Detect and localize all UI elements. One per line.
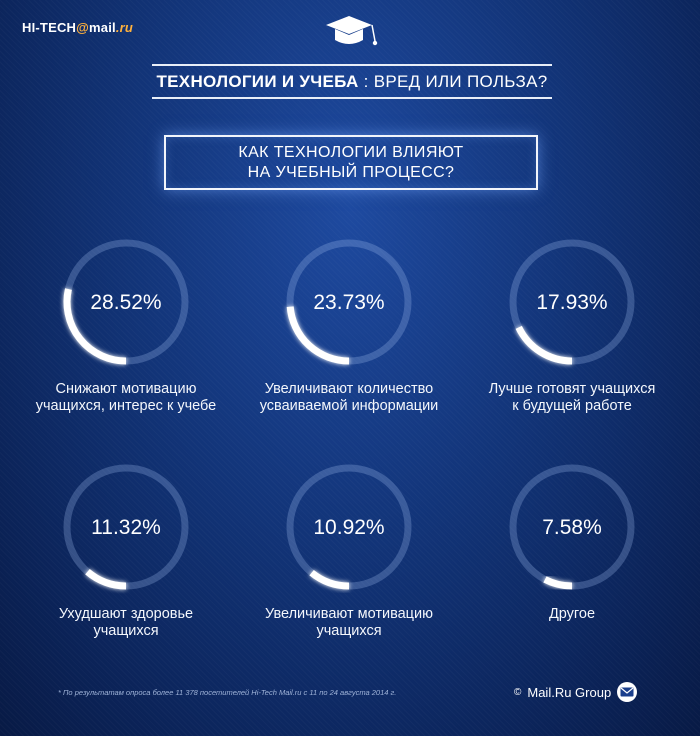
- logo-mail: mail: [89, 20, 116, 35]
- headline-top-rule: [152, 64, 552, 66]
- category-label-line-1: Увеличивают количество: [264, 381, 434, 397]
- page-title: ТЕХНОЛОГИИ И УЧЕБА : ВРЕД ИЛИ ПОЛЬЗА?: [152, 72, 552, 92]
- category-label-line-2: учащихся: [93, 623, 159, 639]
- graduation-cap-icon: [326, 16, 378, 46]
- envelope-icon: [617, 682, 638, 702]
- category-label-line-1: Снижают мотивацию: [55, 381, 197, 397]
- donut-arc: [543, 576, 573, 590]
- donut-arc: [286, 306, 350, 365]
- question-box: КАК ТЕХНОЛОГИИ ВЛИЯЮТ НА УЧЕБНЫЙ ПРОЦЕСС…: [164, 135, 538, 190]
- donut-value-label: 23.73%: [313, 291, 384, 314]
- category-label-line-2: учащихся: [316, 623, 382, 639]
- copyright-symbol: ©: [514, 686, 522, 698]
- donut-arc: [515, 325, 573, 365]
- donut-arc: [63, 288, 127, 365]
- category-label-line-1: Лучше готовят учащихся: [488, 381, 656, 397]
- mailru-group-brand: © Mail.Ru Group: [514, 682, 638, 702]
- brand-name: Mail.Ru Group: [527, 684, 612, 700]
- category-label-line-1: Ухудшают здоровье: [58, 606, 194, 622]
- donut-arc: [309, 569, 350, 590]
- category-label-line-1: Увеличивают мотивацию: [265, 606, 433, 622]
- category-label-line-2: к будущей работе: [512, 398, 632, 414]
- survey-footnote: * По результатам опроса более 11 378 пос…: [58, 688, 397, 697]
- donut-value-label: 7.58%: [542, 516, 602, 539]
- donut-category-label: Лучше готовят учащихся к будущей работе: [462, 381, 682, 415]
- category-label-line-2: усваиваемой информации: [259, 398, 439, 414]
- question-line-2: НА УЧЕБНЫЙ ПРОЦЕСС?: [247, 164, 455, 181]
- logo-at: @: [76, 20, 90, 35]
- donut-category-label: Другое: [462, 606, 682, 623]
- donut-category-label: Увеличивают мотивацию учащихся: [239, 606, 459, 640]
- category-label-line-2: учащихся, интерес к учебе: [35, 398, 217, 414]
- donut-category-label: Ухудшают здоровье учащихся: [16, 606, 236, 640]
- donut-value-label: 10.92%: [313, 516, 384, 539]
- category-label-line-1: Другое: [548, 606, 596, 622]
- donut-value-label: 11.32%: [91, 516, 161, 539]
- logo-prefix: HI-TECH: [22, 20, 77, 35]
- headline-bottom-rule: [152, 97, 552, 99]
- donut-value-label: 28.52%: [90, 291, 161, 314]
- donut-value-label: 17.93%: [536, 291, 607, 314]
- donut-category-label: Увеличивают количество усваиваемой информ…: [239, 381, 459, 415]
- headline-rest: : ВРЕД ИЛИ ПОЛЬЗА?: [358, 72, 548, 91]
- donut-category-label: Снижают мотивацию учащихся, интерес к уче…: [16, 381, 236, 415]
- donut-arc: [85, 568, 127, 590]
- hitech-mail-logo: HI-TECH@mail.ru: [22, 20, 133, 35]
- headline-strong: ТЕХНОЛОГИИ И УЧЕБА: [156, 72, 359, 91]
- question-line-1: КАК ТЕХНОЛОГИИ ВЛИЯЮТ: [238, 144, 464, 161]
- logo-ru: .ru: [115, 20, 134, 35]
